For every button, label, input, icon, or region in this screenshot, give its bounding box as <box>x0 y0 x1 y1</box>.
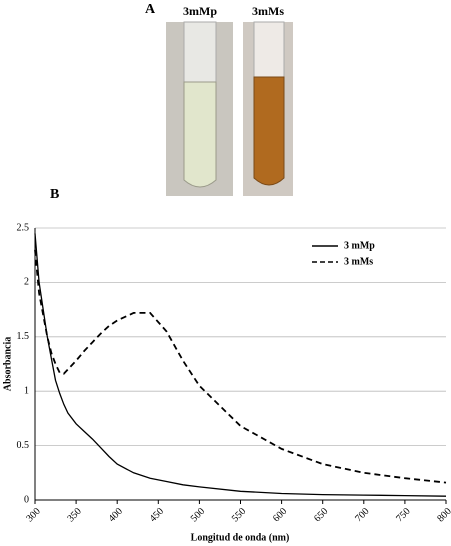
x-tick-label: 500 <box>189 506 207 524</box>
y-tick-label: 0 <box>24 494 29 505</box>
series-line <box>34 233 447 497</box>
legend-label: 3 mMs <box>344 256 373 267</box>
sample-label: 3mMs <box>252 4 284 18</box>
y-tick-label: 2 <box>24 277 29 288</box>
y-tick-label: 1 <box>24 385 29 396</box>
x-tick-label: 600 <box>271 506 289 524</box>
y-tick-label: 1.5 <box>17 331 30 342</box>
x-tick-label: 800 <box>435 506 451 524</box>
x-tick-label: 350 <box>65 506 83 524</box>
x-tick-label: 550 <box>230 506 248 524</box>
x-axis-label: Longitud de onda (nm) <box>191 532 290 543</box>
y-tick-label: 2.5 <box>17 222 30 233</box>
sample-label: 3mMp <box>183 4 217 18</box>
legend-label: 3 mMp <box>344 240 375 251</box>
y-axis-label: Absorbancia <box>2 337 13 391</box>
panel-label: A <box>145 2 156 17</box>
x-tick-label: 400 <box>107 506 125 524</box>
x-tick-label: 450 <box>148 506 166 524</box>
panel-label: B <box>50 187 59 202</box>
photo <box>166 21 233 196</box>
series-line <box>34 249 447 484</box>
x-tick-label: 750 <box>394 506 412 524</box>
x-tick-label: 700 <box>353 506 371 524</box>
x-tick-label: 300 <box>24 506 42 524</box>
y-tick-label: 0.5 <box>17 440 30 451</box>
photo <box>243 21 293 196</box>
x-tick-label: 650 <box>312 506 330 524</box>
